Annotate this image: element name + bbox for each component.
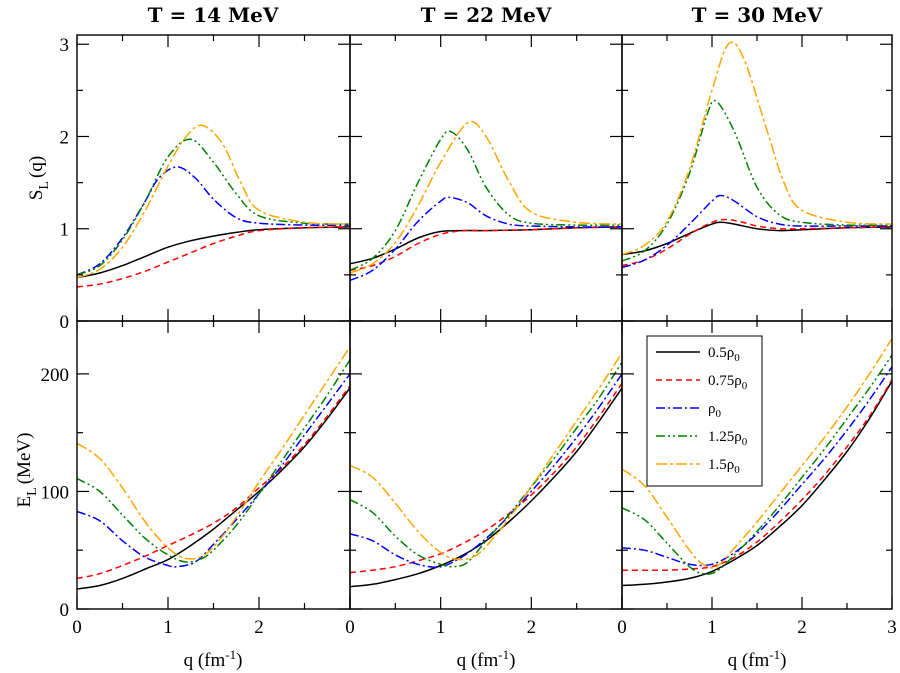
series-line-E2-2: [350, 373, 622, 568]
panel-frame: [349, 320, 623, 610]
series-line-S1-3: [77, 138, 350, 276]
series-line-E1-2: [77, 373, 350, 568]
top-y-axis-label: SL (q): [26, 156, 52, 200]
series-line-E3-1: [622, 379, 892, 572]
panel-frame: [76, 34, 351, 322]
x-tick-label: 0: [72, 617, 82, 638]
panels-group: 0 1 2 3 0 1 2 0 100 200 0 1 2 0 1 2 3: [41, 34, 897, 638]
bottom-ylabel-main: E: [14, 496, 35, 508]
legend-entry-4: 1.5ρ0: [656, 457, 740, 476]
series-line-S1-2: [77, 166, 350, 276]
xlabel-main: q (fm: [457, 650, 499, 671]
x-tick-label: 1: [436, 617, 446, 638]
series-line-S2-4: [350, 120, 622, 274]
column-title-t14: T = 14 MeV: [148, 3, 279, 27]
x-tick-label: 1: [707, 617, 717, 638]
panel-E-1: 0 1 2 0 100 200: [41, 320, 351, 638]
series-line-E2-0: [350, 387, 622, 588]
xlabel-close: ): [236, 650, 242, 671]
y-tick-label: 2: [60, 127, 70, 148]
series-line-S2-3: [350, 130, 622, 271]
panel-frame: [621, 34, 893, 322]
legend-entry-3: 1.25ρ0: [656, 429, 748, 448]
y-tick-label: 3: [60, 35, 70, 56]
panel-frame: [76, 320, 351, 610]
xlabel-sup: -1: [498, 647, 509, 662]
xlabel-main: q (fm: [184, 650, 226, 671]
series-line-E2-1: [350, 382, 622, 574]
series-line-E3-4: [622, 338, 892, 569]
y-tick-label: 200: [41, 365, 70, 386]
series-line-E1-1: [77, 385, 350, 580]
x-tick-label: 2: [527, 617, 537, 638]
panel-E-3: 0 1 2 3: [617, 320, 897, 638]
series-line-E1-3: [77, 359, 350, 563]
top-ylabel-tail: (q): [26, 156, 47, 178]
x-axis-label-col1: q (fm-1): [184, 647, 243, 671]
bottom-ylabel-tail: (MeV): [14, 433, 35, 485]
series-line-E1-0: [77, 387, 350, 590]
series-line-S2-2: [350, 196, 622, 282]
legend-entry-0: 0.5ρ0: [656, 345, 740, 364]
xlabel-close: ): [780, 650, 786, 671]
series-line-S3-0: [622, 221, 892, 256]
legend-label-0: 0.5ρ0: [708, 345, 740, 364]
x-axis-label-col3: q (fm-1): [728, 647, 787, 671]
series-line-E2-4: [350, 352, 622, 561]
y-tick-label: 0: [60, 600, 70, 621]
x-tick-label: 2: [254, 617, 264, 638]
legend-entry-1: 0.75ρ0: [656, 373, 748, 392]
series-line-E2-3: [350, 361, 622, 568]
bottom-ylabel-sub: L: [25, 487, 40, 496]
x-tick-label: 1: [163, 617, 173, 638]
series-line-S3-4: [622, 41, 892, 256]
series-line-E3-0: [622, 380, 892, 587]
top-ylabel-sub: L: [37, 181, 52, 190]
legend-label-2: ρ0: [708, 401, 722, 420]
series-line-S3-2: [622, 194, 892, 269]
series-line-E1-4: [77, 346, 350, 560]
x-tick-label: 0: [617, 617, 627, 638]
panel-S-2: [349, 34, 623, 322]
column-title-t30: T = 30 MeV: [692, 3, 823, 27]
panel-S-3: [621, 34, 893, 322]
x-tick-label: 3: [887, 617, 897, 638]
legend-label-4: 1.5ρ0: [708, 457, 740, 476]
xlabel-close: ): [509, 650, 515, 671]
xlabel-sup: -1: [769, 647, 780, 662]
series-line-E3-2: [622, 366, 892, 567]
y-tick-label: 0: [60, 312, 70, 333]
column-title-t22: T = 22 MeV: [421, 3, 552, 27]
panel-E-2: 0 1 2: [345, 320, 623, 638]
legend-box: [646, 335, 763, 487]
xlabel-main: q (fm: [728, 650, 770, 671]
series-line-S1-1: [77, 226, 350, 288]
legend-label-3: 1.25ρ0: [708, 429, 748, 448]
series-line-S3-1: [622, 218, 892, 267]
panel-frame: [349, 34, 623, 322]
series-line-S1-4: [77, 124, 350, 279]
panel-S-1: 0 1 2 3: [60, 34, 351, 333]
series-line-E3-3: [622, 354, 892, 575]
x-tick-label: 2: [797, 617, 807, 638]
x-axis-label-col2: q (fm-1): [457, 647, 516, 671]
series-line-S3-3: [622, 99, 892, 262]
legend-entry-2: ρ0: [656, 401, 722, 420]
xlabel-sup: -1: [225, 647, 236, 662]
y-tick-label: 100: [41, 482, 70, 503]
legend-label-1: 0.75ρ0: [708, 373, 748, 392]
x-tick-label: 0: [345, 617, 355, 638]
legend: 0.5ρ0 0.75ρ0 ρ0 1.25ρ0 1.5ρ0: [646, 335, 763, 487]
bottom-y-axis-label: EL (MeV): [14, 433, 40, 508]
y-tick-label: 1: [60, 220, 70, 241]
top-ylabel-main: S: [26, 190, 47, 201]
